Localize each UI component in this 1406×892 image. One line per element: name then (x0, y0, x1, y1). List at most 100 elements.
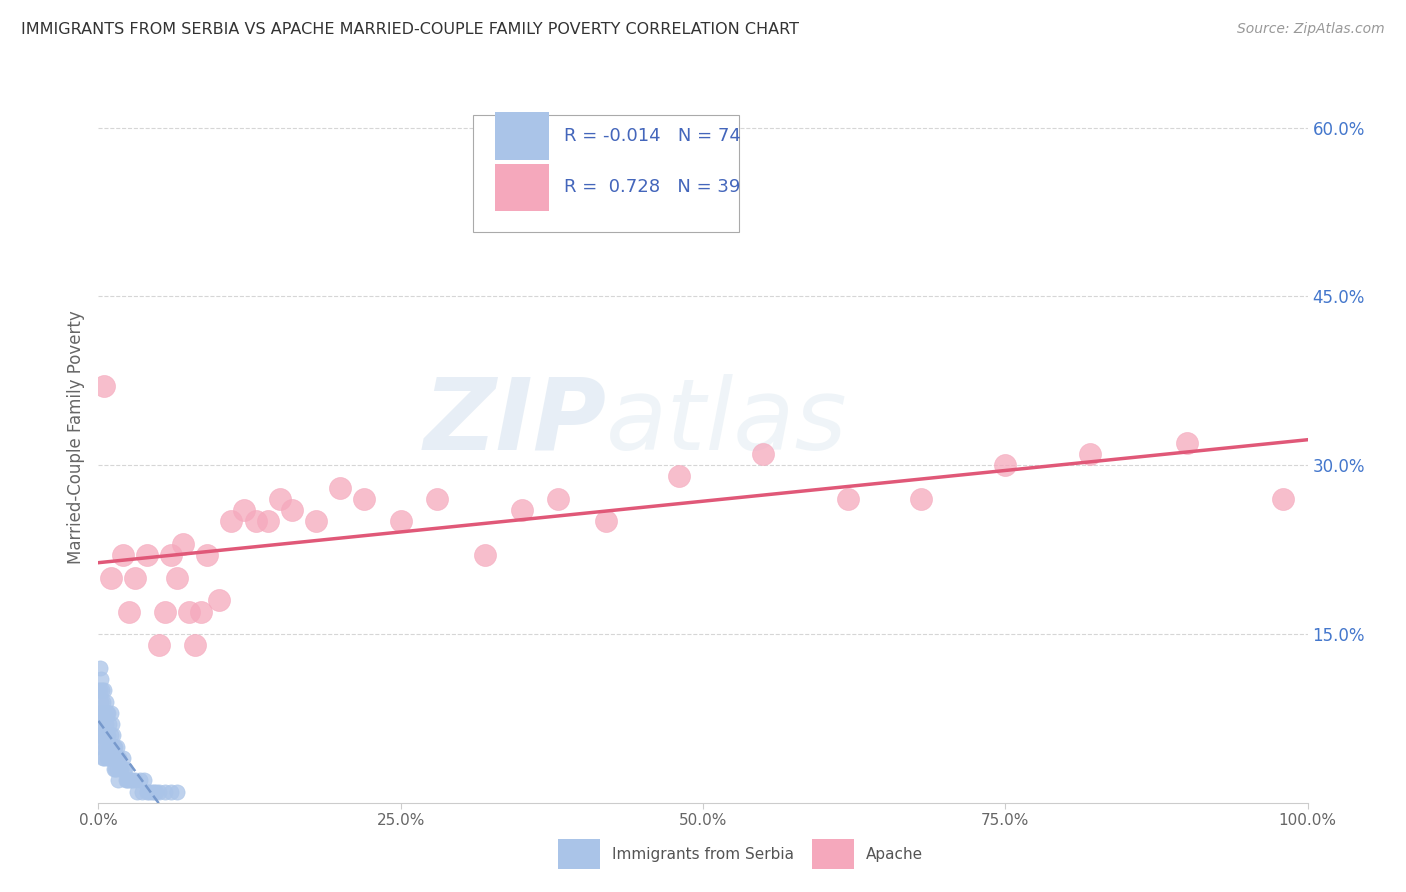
Point (221, 515, 243, 529)
Point (135, 548, 157, 562)
Point (305, 515, 328, 529)
Point (97, 728, 120, 742)
Point (190, 605, 212, 619)
Point (100, 728, 122, 742)
Point (111, 751, 134, 765)
Point (108, 762, 131, 776)
Point (353, 491, 375, 506)
Point (114, 762, 136, 776)
Point (96, 751, 118, 765)
Point (232, 503, 254, 517)
Text: Apache: Apache (866, 847, 924, 862)
Point (245, 515, 267, 529)
Point (93, 751, 115, 765)
Point (108, 751, 131, 765)
Point (91, 694, 114, 708)
FancyBboxPatch shape (495, 112, 550, 160)
Text: atlas: atlas (606, 374, 848, 471)
Point (103, 739, 125, 754)
Point (131, 784, 153, 798)
Point (89, 728, 111, 742)
Point (1175, 435, 1198, 450)
Point (100, 751, 122, 765)
Point (100, 706, 122, 720)
Point (96, 728, 118, 742)
Point (148, 638, 170, 652)
Point (87, 728, 110, 742)
Point (426, 491, 449, 506)
Point (101, 728, 124, 742)
Point (91, 717, 114, 731)
Point (91, 706, 114, 720)
Point (160, 548, 183, 562)
Point (166, 784, 188, 798)
Text: R =  0.728   N = 39: R = 0.728 N = 39 (564, 178, 741, 196)
Point (104, 762, 127, 776)
Point (91, 739, 114, 754)
Point (910, 491, 932, 506)
Text: R = -0.014   N = 74: R = -0.014 N = 74 (564, 127, 741, 145)
Point (94, 717, 117, 731)
Point (90, 694, 112, 708)
Point (89, 661, 111, 675)
Point (91, 728, 114, 742)
Point (107, 751, 129, 765)
Point (1272, 491, 1295, 506)
Point (668, 469, 690, 483)
Point (143, 784, 166, 798)
Text: Source: ZipAtlas.com: Source: ZipAtlas.com (1237, 22, 1385, 37)
Point (97, 706, 120, 720)
Point (166, 571, 188, 585)
Point (87, 683, 110, 698)
Point (91, 751, 114, 765)
Point (91, 706, 114, 720)
Point (595, 515, 617, 529)
Point (510, 503, 533, 517)
Point (93, 379, 115, 393)
Point (128, 773, 150, 788)
Point (93, 706, 115, 720)
FancyBboxPatch shape (495, 163, 550, 211)
Point (547, 491, 569, 506)
Point (90, 672, 112, 686)
Point (118, 773, 141, 788)
Point (329, 481, 352, 495)
Point (98, 739, 121, 754)
Point (208, 593, 231, 607)
Point (135, 784, 157, 798)
Point (90, 717, 112, 731)
Point (179, 605, 201, 619)
Point (89, 706, 111, 720)
Point (138, 784, 160, 798)
Point (117, 773, 139, 788)
Point (145, 784, 167, 798)
Point (752, 447, 775, 461)
Point (124, 571, 146, 585)
Point (112, 762, 135, 776)
Point (281, 503, 304, 517)
Point (110, 762, 132, 776)
Point (153, 784, 176, 798)
Point (256, 515, 278, 529)
Point (118, 605, 141, 619)
Point (120, 773, 142, 788)
FancyBboxPatch shape (811, 839, 855, 869)
Point (98, 717, 121, 731)
Point (474, 548, 496, 562)
Point (101, 751, 124, 765)
Point (121, 773, 143, 788)
Point (184, 638, 207, 652)
Point (96, 706, 118, 720)
Point (100, 717, 122, 731)
Y-axis label: Married-Couple Family Poverty: Married-Couple Family Poverty (66, 310, 84, 564)
Point (91, 683, 114, 698)
Point (111, 548, 134, 562)
Point (100, 571, 122, 585)
Point (115, 773, 138, 788)
Point (94, 694, 117, 708)
Point (1078, 447, 1101, 461)
Text: Immigrants from Serbia: Immigrants from Serbia (613, 847, 794, 862)
Text: ZIP: ZIP (423, 374, 606, 471)
Point (160, 784, 183, 798)
Point (153, 605, 176, 619)
